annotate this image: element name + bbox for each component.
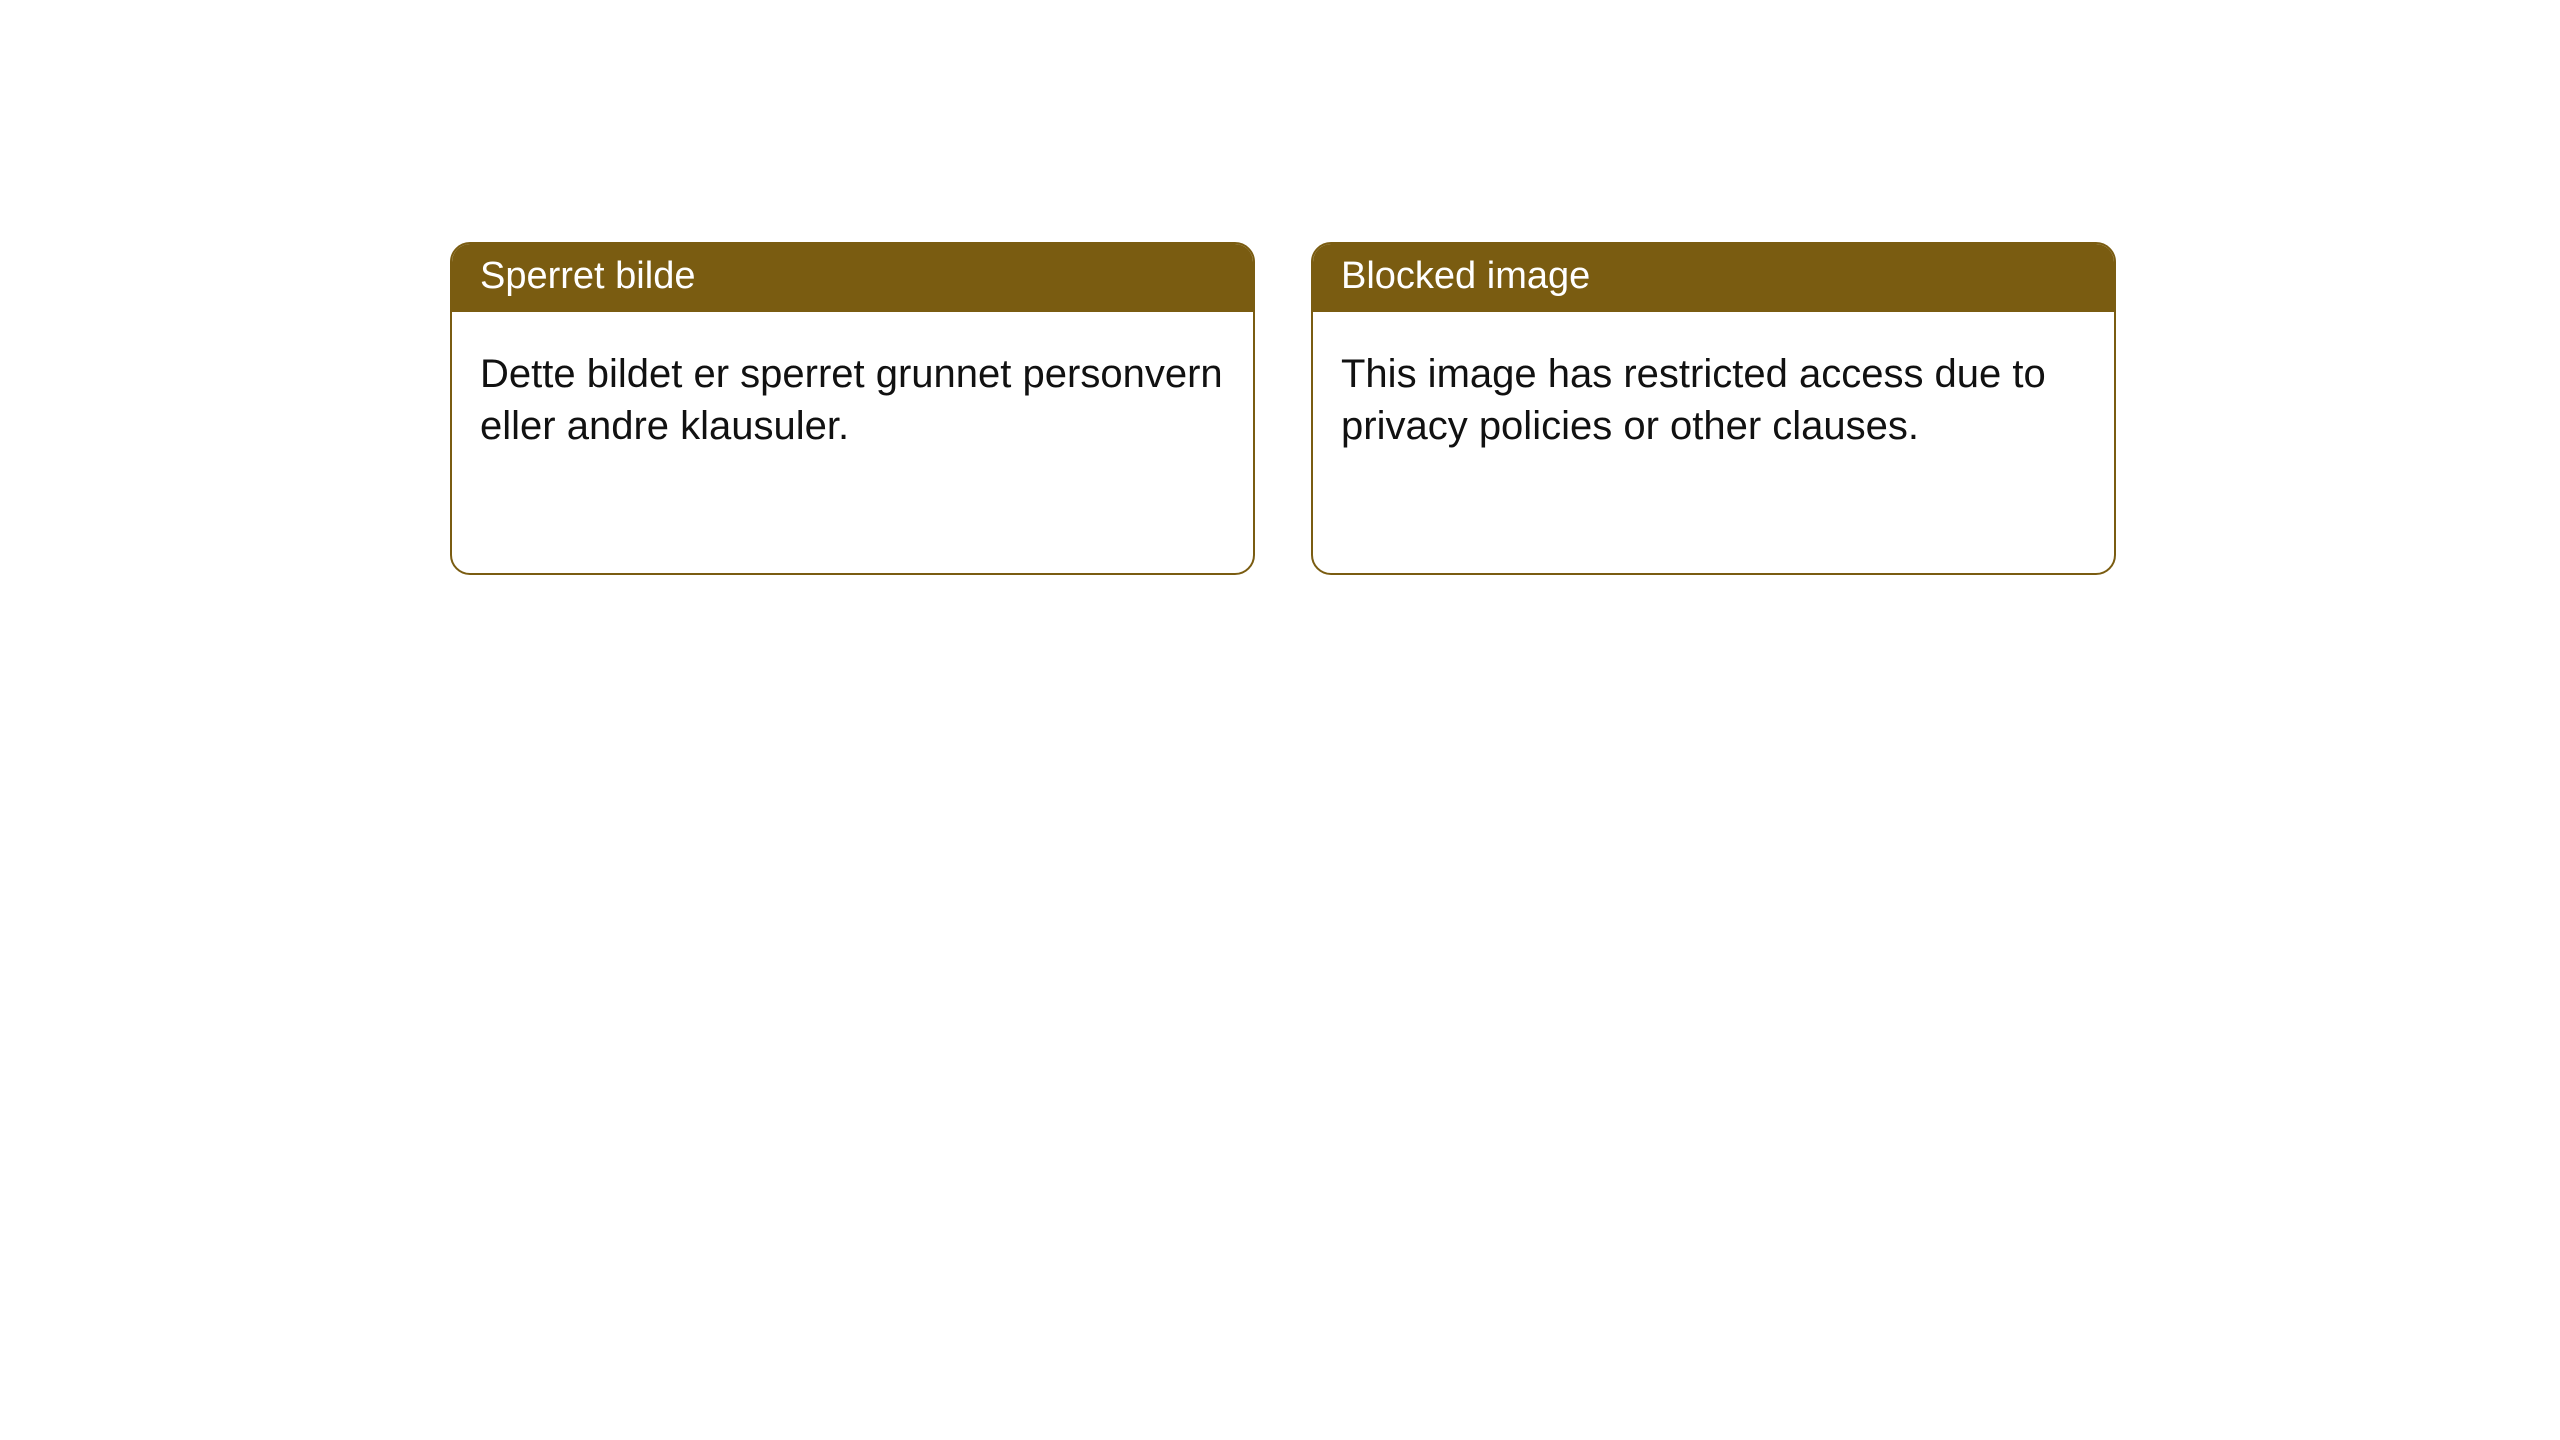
notice-card-english: Blocked image This image has restricted … [1311,242,2116,575]
notice-body-norwegian: Dette bildet er sperret grunnet personve… [452,312,1253,488]
notice-title-english: Blocked image [1313,244,2114,312]
notice-body-english: This image has restricted access due to … [1313,312,2114,488]
notice-title-norwegian: Sperret bilde [452,244,1253,312]
notice-card-norwegian: Sperret bilde Dette bildet er sperret gr… [450,242,1255,575]
notice-container: Sperret bilde Dette bildet er sperret gr… [0,0,2560,575]
